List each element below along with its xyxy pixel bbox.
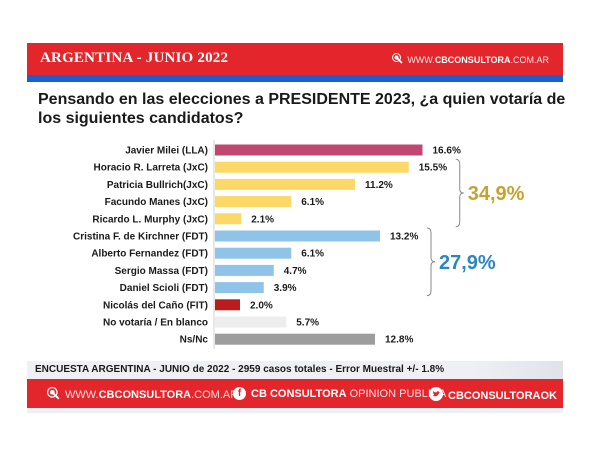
value-label: 4.7%: [284, 266, 307, 277]
cursor-click-icon: [47, 387, 60, 403]
category-label: Facundo Manes (JxC): [105, 197, 208, 208]
bar: [215, 299, 240, 311]
category-label: Cristina F. de Kirchner (FDT): [73, 232, 208, 243]
site-brand: CBCONSULTORA: [434, 54, 511, 65]
facebook-icon: f: [233, 387, 246, 400]
group-total-label: 27,9%: [439, 252, 496, 274]
value-label: 6.1%: [301, 249, 324, 260]
category-label: Ns/Nc: [180, 335, 209, 346]
footer-bar: WWW.CBCONSULTORA.COM.AR f CB CONSULTORA …: [27, 379, 563, 408]
footer-twitter-link[interactable]: CBCONSULTORAOK: [429, 387, 557, 404]
category-label: Nicolás del Caño (FIT): [103, 300, 208, 311]
category-label: Sergio Massa (FDT): [115, 266, 208, 277]
footer-site-brand: CBCONSULTORA: [98, 389, 192, 401]
bar: [215, 161, 409, 173]
bar: [215, 333, 375, 345]
category-label: Daniel Scioli (FDT): [120, 283, 208, 294]
category-label: Ricardo L. Murphy (JxC): [92, 214, 208, 225]
group-total-label: 34,9%: [468, 183, 525, 205]
twitter-handle: CBCONSULTORAOK: [448, 389, 557, 402]
header-accent-strip: [27, 75, 563, 82]
category-label: Alberto Fernandez (FDT): [91, 249, 208, 260]
footer-site-suffix: .COM.AR: [191, 389, 239, 401]
bar: [215, 196, 292, 208]
bar: [215, 316, 287, 328]
site-prefix: WWW.: [407, 54, 435, 65]
footer-facebook-link[interactable]: f CB CONSULTORA OPINION PUBLICA: [233, 387, 446, 400]
facebook-suffix: OPINION PUBLICA: [346, 387, 447, 400]
header-bar: ARGENTINA - JUNIO 2022 WWW.CBCONSULTORA.…: [27, 43, 563, 75]
group-brace: [426, 227, 436, 297]
value-label: 13.2%: [390, 232, 418, 243]
value-label: 6.1%: [301, 197, 324, 208]
value-label: 2.0%: [250, 300, 273, 311]
category-label: Patricia Bullrich(JxC): [107, 180, 208, 191]
bar: [215, 247, 292, 259]
value-label: 3.9%: [274, 283, 297, 294]
footer-bottom-strip: [27, 408, 563, 413]
header-website-link[interactable]: WWW.CBCONSULTORA.COM.AR: [392, 53, 549, 66]
category-label: Javier Milei (LLA): [125, 146, 208, 157]
twitter-icon: [429, 387, 443, 404]
bar: [215, 230, 380, 242]
value-label: 5.7%: [296, 318, 319, 329]
header-title: ARGENTINA - JUNIO 2022: [40, 50, 229, 66]
survey-info-strip: ENCUESTA ARGENTINA - JUNIO de 2022 - 295…: [27, 361, 563, 379]
bar: [215, 264, 274, 276]
footer-site-prefix: WWW.: [65, 389, 99, 401]
value-label: 15.5%: [419, 163, 447, 174]
facebook-brand: CB CONSULTORA: [251, 387, 347, 400]
bar: [215, 178, 355, 190]
site-suffix: .COM.AR: [510, 54, 549, 65]
bar: [215, 282, 264, 294]
category-label: No votaría / En blanco: [103, 318, 208, 329]
footer-website-link[interactable]: WWW.CBCONSULTORA.COM.AR: [47, 387, 238, 403]
bar: [215, 144, 423, 156]
chart-title: Pensando en las elecciones a PRESIDENTE …: [38, 91, 566, 127]
survey-info-text: ENCUESTA ARGENTINA - JUNIO de 2022 - 295…: [35, 364, 445, 375]
cursor-click-icon: [392, 53, 403, 66]
value-label: 12.8%: [385, 335, 413, 346]
bar: [215, 213, 242, 225]
group-brace: [455, 158, 464, 228]
value-label: 11.2%: [365, 180, 393, 191]
value-label: 2.1%: [251, 214, 274, 225]
category-label: Horacio R. Larreta (JxC): [94, 163, 208, 174]
value-label: 16.6%: [433, 146, 461, 157]
